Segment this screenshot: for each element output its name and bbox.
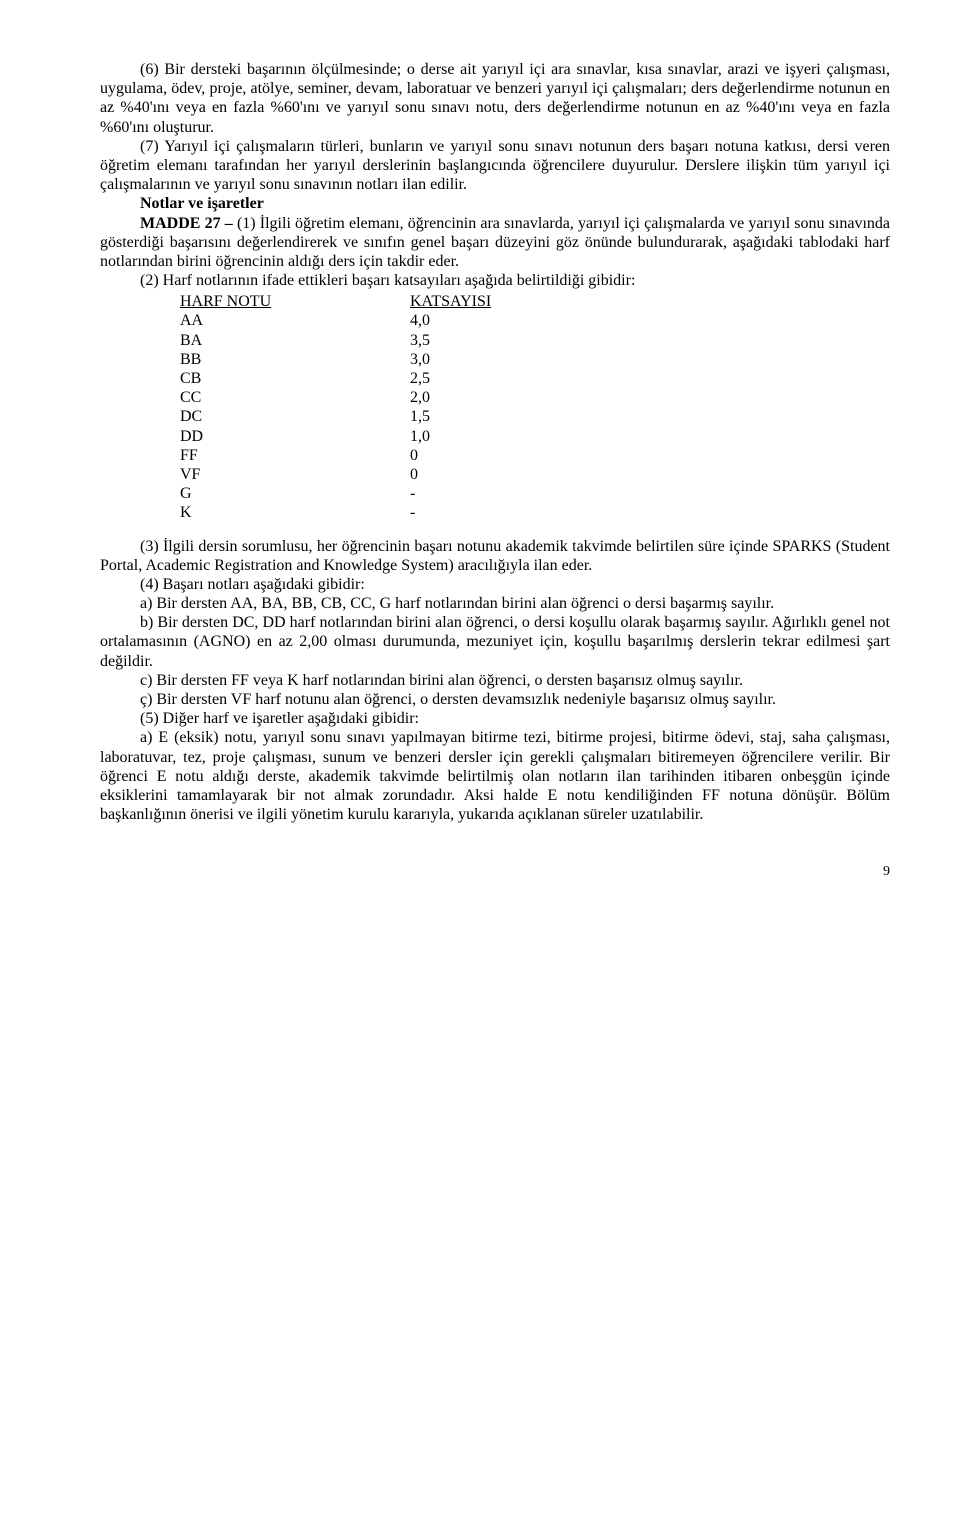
grade-value: 2,5 <box>410 369 510 388</box>
grade-row: BB3,0 <box>180 350 890 369</box>
grade-letter: BA <box>180 331 410 350</box>
grade-row: CB2,5 <box>180 369 890 388</box>
paragraph-4: (4) Başarı notları aşağıdaki gibidir: <box>100 575 890 594</box>
grade-value: 1,5 <box>410 407 510 426</box>
grade-letter: CC <box>180 388 410 407</box>
madde-27: MADDE 27 – (1) İlgili öğretim elemanı, ö… <box>100 214 890 272</box>
grade-value: 2,0 <box>410 388 510 407</box>
grade-letter: VF <box>180 465 410 484</box>
paragraph-5a: a) E (eksik) notu, yarıyıl sonu sınavı y… <box>100 728 890 824</box>
paragraph-4c: c) Bir dersten FF veya K harf notlarında… <box>100 671 890 690</box>
grade-row: G- <box>180 484 890 503</box>
grade-letter: K <box>180 503 410 522</box>
grade-value: 3,0 <box>410 350 510 369</box>
grade-header-1: HARF NOTU <box>180 292 410 311</box>
grade-letter: DC <box>180 407 410 426</box>
paragraph-4b: b) Bir dersten DC, DD harf notlarından b… <box>100 613 890 671</box>
grade-row: AA4,0 <box>180 311 890 330</box>
paragraph-6: (6) Bir dersteki başarının ölçülmesinde;… <box>100 60 890 137</box>
grade-row: BA3,5 <box>180 331 890 350</box>
section-title: Notlar ve işaretler <box>140 195 264 212</box>
madde-27-label: MADDE 27 – <box>140 215 237 232</box>
grade-value: 0 <box>410 465 510 484</box>
paragraph-5: (5) Diğer harf ve işaretler aşağıdaki gi… <box>100 709 890 728</box>
grade-row: CC2,0 <box>180 388 890 407</box>
page-number: 9 <box>100 864 890 881</box>
grade-value: - <box>410 503 510 522</box>
grade-letter: DD <box>180 427 410 446</box>
section-title-line: Notlar ve işaretler <box>100 194 890 213</box>
grade-value: - <box>410 484 510 503</box>
grade-letter: G <box>180 484 410 503</box>
grade-header-2: KATSAYISI <box>410 292 510 311</box>
paragraph-4a: a) Bir dersten AA, BA, BB, CB, CC, G har… <box>100 594 890 613</box>
grade-row: VF0 <box>180 465 890 484</box>
grade-letter: BB <box>180 350 410 369</box>
grade-value: 1,0 <box>410 427 510 446</box>
grade-table: HARF NOTU KATSAYISI AA4,0 BA3,5 BB3,0 CB… <box>180 292 890 522</box>
paragraph-7: (7) Yarıyıl içi çalışmaların türleri, bu… <box>100 137 890 195</box>
paragraph-4c2: ç) Bir dersten VF harf notunu alan öğren… <box>100 690 890 709</box>
grade-value: 3,5 <box>410 331 510 350</box>
grade-letter: FF <box>180 446 410 465</box>
paragraph-3: (3) İlgili dersin sorumlusu, her öğrenci… <box>100 537 890 575</box>
grade-value: 0 <box>410 446 510 465</box>
grade-header-row: HARF NOTU KATSAYISI <box>180 292 890 311</box>
grade-row: K- <box>180 503 890 522</box>
grade-letter: AA <box>180 311 410 330</box>
grade-row: DC1,5 <box>180 407 890 426</box>
paragraph-2-intro: (2) Harf notlarının ifade ettikleri başa… <box>100 271 890 290</box>
grade-row: DD1,0 <box>180 427 890 446</box>
grade-letter: CB <box>180 369 410 388</box>
grade-row: FF0 <box>180 446 890 465</box>
grade-value: 4,0 <box>410 311 510 330</box>
